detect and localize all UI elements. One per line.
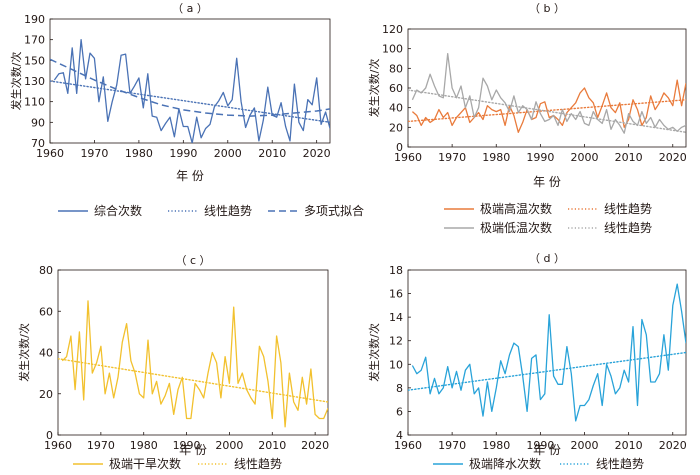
panel-a-ylabel: 发生次数/次 [9,52,23,111]
panel-a-ytick-label: 90 [31,116,45,129]
panel-d-series-1-line [408,351,686,391]
panel-b-frame [407,28,687,148]
panel-d-ylabel: 发生次数/次 [367,323,381,382]
panel-c-xtick-label: 2010 [258,439,286,452]
panel-b-xtick-label: 1970 [438,151,466,164]
panel-d-ytick-label: 4 [396,429,403,442]
panel-a-frame [49,18,331,144]
panel-a-xtick-label: 1960 [36,147,64,160]
panel-b-xtick-label: 2010 [615,151,643,164]
panel-b-legend-0-label: 极端高温次数 [480,201,552,216]
panel-a-xtick-label: 2000 [214,147,242,160]
panel-d-ytick-label: 14 [389,311,403,324]
panel-d-xtick-label: 1970 [438,439,466,452]
panel-c-ytick-label: 0 [46,429,53,442]
panel-c-frame [57,269,329,436]
panel-b-xtick-label: 1980 [482,151,510,164]
panel-b-legend-3-label: 线性趋势 [604,221,652,235]
panel-d-ytick-label: 8 [396,382,403,395]
panel-d-xtick-label: 1960 [394,439,422,452]
panel-b-ytick-label: 100 [382,43,403,56]
panel-b-xtick-label: 1990 [526,151,554,164]
panel-d-xtick-label: 1980 [482,439,510,452]
panel-c-ytick-label: 60 [39,305,53,318]
panel-d-letter: （ d ） [529,252,565,265]
panel-b-xtick-label: 2020 [659,151,687,164]
panel-d-xtick-label: 2010 [615,439,643,452]
panel-b-ytick-label: 120 [382,23,403,36]
panel-d-ytick-label: 16 [389,288,403,301]
panel-c-ytick-label: 40 [39,347,53,360]
panel-d-xtick-label: 2020 [659,439,687,452]
panel-b-xtick-label: 1960 [394,151,422,164]
panel-b-xlabel: 年 份 [533,175,561,189]
panel-a-ytick-label: 130 [24,75,45,88]
panel-b-ytick-label: 60 [389,82,403,95]
panel-d-legend-0-label: 极端降水次数 [469,456,541,471]
panel-a-xtick-label: 2020 [303,147,331,160]
panel-b-xtick-label: 2000 [571,151,599,164]
panel-d-legend-1-label: 线性趋势 [596,457,644,471]
panel-b-series-2-line [411,52,686,134]
panel-c-xtick-label: 1970 [87,439,115,452]
panel-a-series-2-line [50,58,330,117]
panel-b-legend-2-label: 极端低温次数 [480,220,552,235]
panel-c-legend-0-label: 极端干旱次数 [109,456,181,471]
panel-a-xtick-label: 1990 [169,147,197,160]
panel-b-legend-1-label: 线性趋势 [604,202,652,216]
panel-c-series-1-line [58,358,328,403]
panel-a-series-0-line [53,39,330,143]
panel-a-ytick-label: 170 [24,34,45,47]
panel-a-ytick-label: 70 [31,137,45,150]
panel-a-series-1-line [50,80,330,124]
panel-b-ytick-label: 40 [389,102,403,115]
panel-c-ylabel: 发生次数/次 [17,323,31,382]
panel-c-xtick-label: 2000 [215,439,243,452]
panel-a-legend-0-label: 综合次数 [94,203,142,218]
panel-d-series-0-line [411,283,686,422]
panel-a-ytick-label: 150 [24,54,45,67]
panel-a-xtick-label: 2010 [258,147,286,160]
panel-a-xtick-label: 1980 [125,147,153,160]
panel-b-series-0-line [411,79,686,133]
panel-d-xtick-label: 2000 [571,439,599,452]
panel-c-xtick-label: 1980 [130,439,158,452]
panel-c-ytick-label: 20 [39,388,53,401]
panel-b-letter: （ b ） [529,2,565,15]
panel-b-ytick-label: 80 [389,62,403,75]
panel-d-ytick-label: 6 [396,405,403,418]
panel-d-ytick-label: 18 [389,264,403,277]
panel-d-ytick-label: 12 [389,335,403,348]
panel-a-xlabel: 年 份 [176,169,204,183]
panel-c-xtick-label: 1990 [173,439,201,452]
panel-c-ytick-label: 80 [39,264,53,277]
panel-b-series-3-line [408,89,686,134]
panel-d-ytick-label: 10 [389,358,403,371]
panel-c-xlabel: 年 份 [179,443,207,457]
panel-a-ytick-label: 190 [24,13,45,26]
panel-d-xlabel: 年 份 [533,443,561,457]
panel-c-xtick-label: 2020 [301,439,329,452]
panel-a-ytick-label: 110 [24,96,45,109]
panel-d-xtick-label: 1990 [526,439,554,452]
panel-b-ylabel: 发生次数/次 [367,59,381,118]
panel-c-letter: （ c ） [175,254,210,267]
panel-a-xtick-label: 1970 [80,147,108,160]
panel-b-ytick-label: 0 [396,141,403,154]
panel-a-legend-1-label: 线性趋势 [204,204,252,218]
panel-c-series-0-line [61,300,328,428]
panel-b-ytick-label: 20 [389,121,403,134]
panel-c-legend-1-label: 线性趋势 [234,457,282,471]
panel-c-xtick-label: 1960 [44,439,72,452]
panel-a-letter: （ a ） [172,2,208,15]
panel-a-legend-2-label: 多项式拟合 [304,203,364,218]
